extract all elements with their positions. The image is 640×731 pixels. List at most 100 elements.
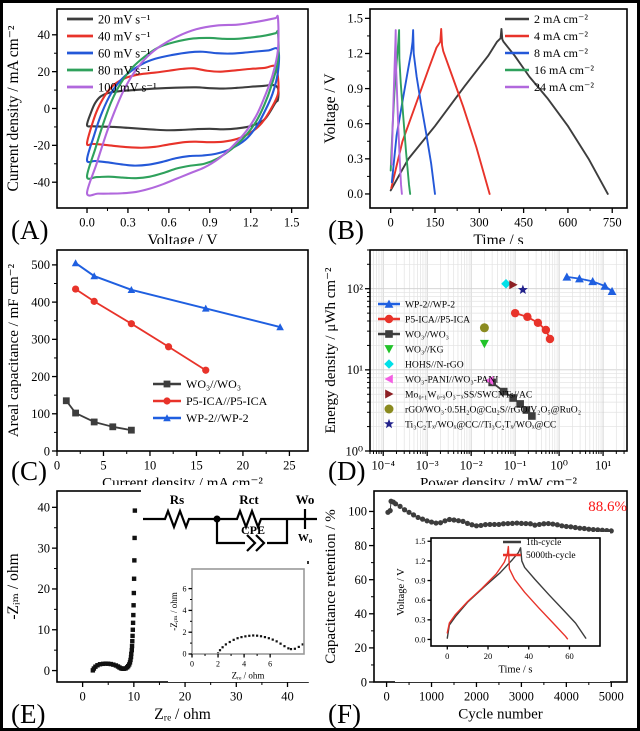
svg-text:Current density / mA cm⁻²: Current density / mA cm⁻² xyxy=(102,476,263,486)
svg-text:0: 0 xyxy=(183,650,187,659)
circuit-label-w0: W₀ xyxy=(298,532,313,544)
svg-text:500: 500 xyxy=(31,258,50,272)
svg-text:300: 300 xyxy=(470,216,489,230)
svg-text:2000: 2000 xyxy=(464,690,489,704)
svg-text:Mo₀.₁W₀.₉O₃₋ₓSS/SWCNTs//AC: Mo₀.₁W₀.₉O₃₋ₓSS/SWCNTs//AC xyxy=(405,389,532,400)
panel-d-chart: 10⁻⁴ 10⁻³ 10⁻² 10⁻¹ 10⁰ 10¹ 10⁰ 10¹ 10² Power den… xyxy=(323,249,628,486)
svg-text:rGO/WO₃·0.5H₂O@Cu₂S//rGO/V₂O₅@: rGO/WO₃·0.5H₂O@Cu₂S//rGO/V₂O₅@RuO₂ xyxy=(405,404,581,415)
equivalent-circuit-diagram: Rs Rct Wo CPE W₀ xyxy=(141,489,321,561)
panel-e-nyquist: 0 10 20 30 40 0 10 20 30 40 Zᵣₑ / ohm -Zᵢₘ / ohm Rs xyxy=(3,485,321,729)
svg-text:60 mV s⁻¹: 60 mV s⁻¹ xyxy=(98,46,151,60)
svg-text:1.5: 1.5 xyxy=(415,536,426,546)
svg-text:1.2: 1.2 xyxy=(347,47,363,61)
svg-text:1.5: 1.5 xyxy=(284,216,300,230)
retention-annotation: 88.6% xyxy=(588,499,627,515)
svg-text:10⁻³: 10⁻³ xyxy=(416,459,439,473)
svg-text:450: 450 xyxy=(514,216,533,230)
svg-text:Zᵣₑ / ohm: Zᵣₑ / ohm xyxy=(232,671,265,681)
svg-text:750: 750 xyxy=(603,216,622,230)
svg-text:0: 0 xyxy=(388,216,394,230)
panel-c-capacitance: 0 5 10 15 20 25 0 100 200 300 400 500 Current densit… xyxy=(3,244,320,485)
svg-text:0.0: 0.0 xyxy=(347,187,363,201)
svg-text:0: 0 xyxy=(445,651,449,661)
svg-text:Power density / mW cm⁻²: Power density / mW cm⁻² xyxy=(420,476,578,486)
svg-text:Time / s: Time / s xyxy=(498,665,532,676)
svg-text:2: 2 xyxy=(216,660,220,669)
circuit-label-wo: Wo xyxy=(296,492,315,507)
svg-text:0: 0 xyxy=(361,675,367,689)
svg-text:10: 10 xyxy=(128,690,141,704)
svg-text:20: 20 xyxy=(484,651,493,661)
circuit-label-cpe: CPE xyxy=(241,523,265,537)
svg-text:0.3: 0.3 xyxy=(120,216,136,230)
svg-text:20: 20 xyxy=(237,459,250,473)
panel-a-chart: 0.0 0.3 0.6 0.9 1.2 1.5 -40 -20 0 20 40 Voltage / V… xyxy=(5,8,309,244)
svg-text:1.5: 1.5 xyxy=(347,12,363,26)
svg-text:6: 6 xyxy=(183,584,187,593)
svg-text:0.6: 0.6 xyxy=(415,595,426,605)
svg-text:1th-cycle: 1th-cycle xyxy=(526,538,561,548)
svg-text:0.9: 0.9 xyxy=(202,216,218,230)
svg-text:8 mA cm⁻²: 8 mA cm⁻² xyxy=(534,46,588,60)
svg-text:0: 0 xyxy=(54,459,60,473)
svg-text:100: 100 xyxy=(31,407,50,421)
svg-text:2 mA cm⁻²: 2 mA cm⁻² xyxy=(534,12,588,26)
svg-text:600: 600 xyxy=(559,216,578,230)
svg-text:Voltage / V: Voltage / V xyxy=(322,73,339,144)
svg-text:300: 300 xyxy=(31,333,50,347)
svg-text:Capacitance retention / %: Capacitance retention / % xyxy=(323,509,339,664)
svg-text:150: 150 xyxy=(426,216,445,230)
svg-text:30: 30 xyxy=(38,541,51,555)
svg-text:40: 40 xyxy=(524,651,533,661)
svg-text:40: 40 xyxy=(281,690,294,704)
svg-text:Time / s: Time / s xyxy=(473,232,523,244)
svg-text:40: 40 xyxy=(38,501,51,515)
svg-text:0.9: 0.9 xyxy=(347,82,363,96)
circuit-label-rs: Rs xyxy=(170,492,184,507)
svg-text:6: 6 xyxy=(268,660,272,669)
svg-text:4: 4 xyxy=(183,606,187,615)
svg-text:Current density / mA cm⁻²: Current density / mA cm⁻² xyxy=(5,25,22,191)
svg-text:0.3: 0.3 xyxy=(347,152,363,166)
svg-text:0.3: 0.3 xyxy=(415,615,426,625)
panel-c-chart: 0 5 10 15 20 25 0 100 200 300 400 500 Current densit… xyxy=(6,249,309,486)
svg-text:P5-ICA//P5-ICA: P5-ICA//P5-ICA xyxy=(405,314,470,325)
svg-text:40: 40 xyxy=(355,607,368,621)
svg-text:4 mA cm⁻²: 4 mA cm⁻² xyxy=(534,29,588,43)
panel-b-gcd: 0 150 300 450 600 750 0.0 0.3 0.6 0.9 1.2 1.5 Time /… xyxy=(320,3,637,244)
svg-text:25: 25 xyxy=(283,459,296,473)
svg-text:HOHS//N-rGO: HOHS//N-rGO xyxy=(405,359,464,370)
svg-text:WO₃//WO₃: WO₃//WO₃ xyxy=(186,377,241,391)
panel-b-letter: (B) xyxy=(328,215,364,245)
svg-text:Voltage / V: Voltage / V xyxy=(147,232,218,244)
svg-text:-40: -40 xyxy=(33,175,50,189)
svg-text:-Zᵢₘ / ohm: -Zᵢₘ / ohm xyxy=(5,553,22,619)
svg-text:100 mV s⁻¹: 100 mV s⁻¹ xyxy=(98,80,157,94)
panel-d-letter: (D) xyxy=(328,456,366,486)
svg-text:40: 40 xyxy=(38,28,51,42)
svg-text:20: 20 xyxy=(179,690,192,704)
svg-text:1.2: 1.2 xyxy=(415,556,426,566)
panel-e-letter: (E) xyxy=(11,699,46,729)
svg-text:0.6: 0.6 xyxy=(161,216,177,230)
circuit-label-rct: Rct xyxy=(239,492,259,507)
svg-text:10²: 10² xyxy=(347,282,364,296)
svg-text:400: 400 xyxy=(31,295,50,309)
svg-text:200: 200 xyxy=(31,370,50,384)
svg-text:10⁻¹: 10⁻¹ xyxy=(504,459,527,473)
svg-text:Energy density / μWh cm⁻²: Energy density / μWh cm⁻² xyxy=(323,267,339,433)
svg-text:Cycle number: Cycle number xyxy=(458,707,543,723)
svg-text:20 mV s⁻¹: 20 mV s⁻¹ xyxy=(98,12,151,26)
svg-text:WO₃//WO₃: WO₃//WO₃ xyxy=(405,329,449,340)
svg-text:0: 0 xyxy=(44,444,50,458)
svg-text:60: 60 xyxy=(355,573,368,587)
panel-f-letter: (F) xyxy=(328,699,361,729)
svg-text:3000: 3000 xyxy=(509,690,534,704)
panel-a-letter: (A) xyxy=(11,215,49,245)
panel-a-cv: 0.0 0.3 0.6 0.9 1.2 1.5 -40 -20 0 20 40 Voltage / V… xyxy=(3,3,320,244)
svg-text:5000: 5000 xyxy=(599,690,624,704)
svg-text:10⁰: 10⁰ xyxy=(550,459,568,473)
panel-c-letter: (C) xyxy=(11,456,47,486)
